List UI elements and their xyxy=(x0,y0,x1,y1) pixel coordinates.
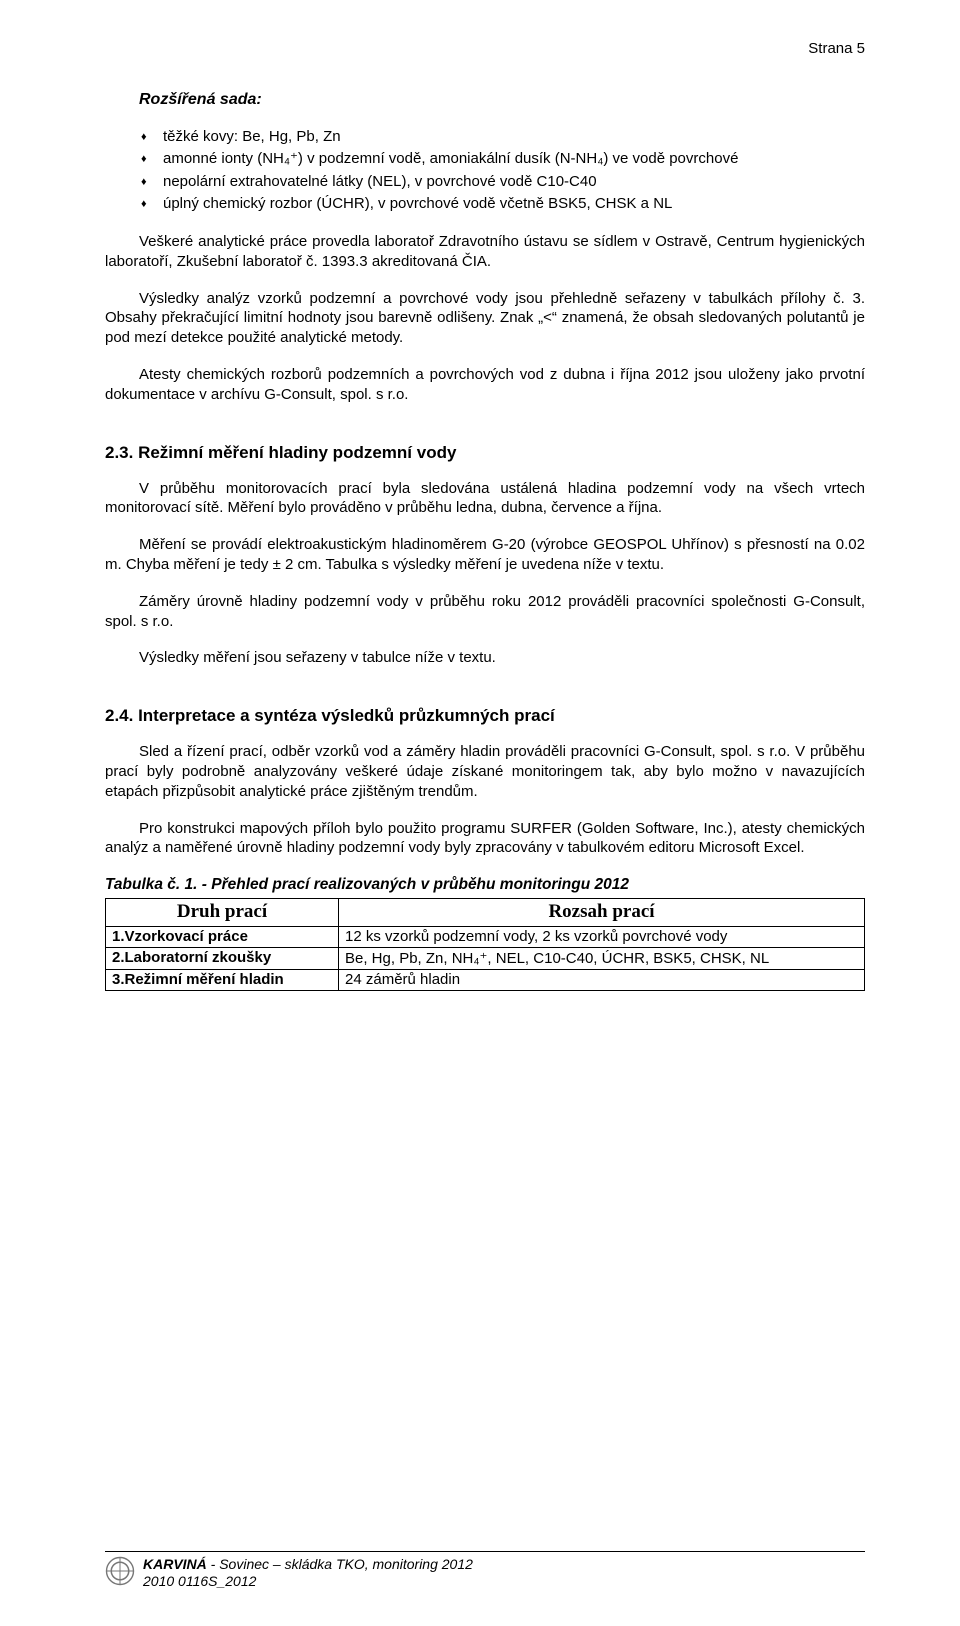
bullet-list: těžké kovy: Be, Hg, Pb, Zn amonné ionty … xyxy=(105,127,865,214)
page-footer: KARVINÁ - Sovinec – skládka TKO, monitor… xyxy=(105,1551,865,1590)
table-row: 1.Vzorkovací práce 12 ks vzorků podzemní… xyxy=(106,927,865,948)
footer-title-rest: - Sovinec – skládka TKO, monitoring 2012 xyxy=(207,1556,473,1572)
body-paragraph: Pro konstrukci mapových příloh bylo použ… xyxy=(105,819,865,859)
body-paragraph: Veškeré analytické práce provedla labora… xyxy=(105,232,865,272)
body-paragraph: Výsledky měření jsou seřazeny v tabulce … xyxy=(105,648,865,668)
table-header-cell: Rozsah prací xyxy=(339,899,865,927)
table-header-cell: Druh prací xyxy=(106,899,339,927)
table-header-row: Druh prací Rozsah prací xyxy=(106,899,865,927)
body-paragraph: Atesty chemických rozborů podzemních a p… xyxy=(105,365,865,405)
footer-subtitle: 2010 0116S_2012 xyxy=(143,1573,473,1590)
section-heading-2-3: 2.3. Režimní měření hladiny podzemní vod… xyxy=(105,443,865,463)
page-number: Strana 5 xyxy=(105,40,865,57)
intro-section-title: Rozšířená sada: xyxy=(139,91,865,109)
list-item: amonné ionty (NH₄⁺) v podzemní vodě, amo… xyxy=(139,149,865,169)
summary-table: Druh prací Rozsah prací 1.Vzorkovací prá… xyxy=(105,898,865,991)
footer-logo-icon xyxy=(105,1556,135,1586)
table-cell-value: 12 ks vzorků podzemní vody, 2 ks vzorků … xyxy=(339,927,865,948)
table-cell-value: Be, Hg, Pb, Zn, NH₄⁺, NEL, C10-C40, ÚCHR… xyxy=(339,948,865,970)
table-cell-label: 2.Laboratorní zkoušky xyxy=(106,948,339,970)
list-item: těžké kovy: Be, Hg, Pb, Zn xyxy=(139,127,865,147)
table-row: 2.Laboratorní zkoušky Be, Hg, Pb, Zn, NH… xyxy=(106,948,865,970)
table-row: 3.Režimní měření hladin 24 záměrů hladin xyxy=(106,970,865,991)
list-item: nepolární extrahovatelné látky (NEL), v … xyxy=(139,172,865,192)
table-cell-label: 1.Vzorkovací práce xyxy=(106,927,339,948)
footer-text: KARVINÁ - Sovinec – skládka TKO, monitor… xyxy=(143,1556,473,1590)
body-paragraph: Měření se provádí elektroakustickým hlad… xyxy=(105,535,865,575)
table-cell-value: 24 záměrů hladin xyxy=(339,970,865,991)
footer-title-bold: KARVINÁ xyxy=(143,1556,207,1572)
document-page: Strana 5 Rozšířená sada: těžké kovy: Be,… xyxy=(0,0,960,1626)
body-paragraph: V průběhu monitorovacích prací byla sled… xyxy=(105,479,865,519)
section-heading-2-4: 2.4. Interpretace a syntéza výsledků prů… xyxy=(105,706,865,726)
body-paragraph: Výsledky analýz vzorků podzemní a povrch… xyxy=(105,289,865,348)
list-item: úplný chemický rozbor (ÚCHR), v povrchov… xyxy=(139,194,865,214)
table-cell-label: 3.Režimní měření hladin xyxy=(106,970,339,991)
body-paragraph: Sled a řízení prací, odběr vzorků vod a … xyxy=(105,742,865,801)
body-paragraph: Záměry úrovně hladiny podzemní vody v pr… xyxy=(105,592,865,632)
table-caption: Tabulka č. 1. - Přehled prací realizovan… xyxy=(105,876,865,894)
